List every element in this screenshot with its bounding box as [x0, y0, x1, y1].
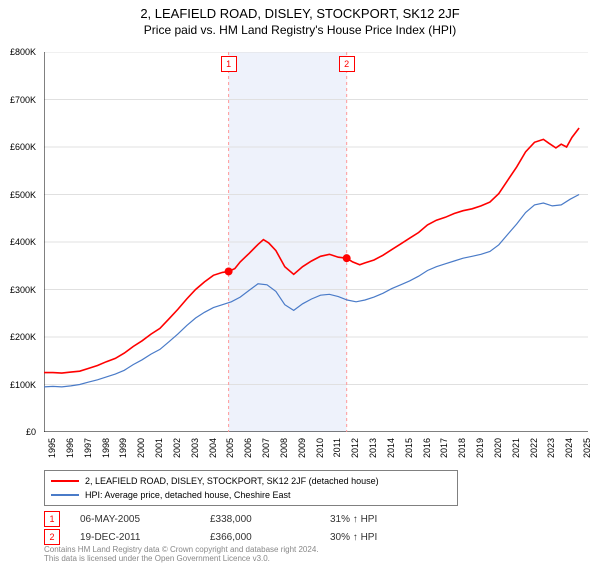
sale-marker-box: 2 [44, 529, 60, 545]
legend-swatch [51, 494, 79, 496]
y-tick-label: £100K [10, 380, 36, 390]
sale-date: 06-MAY-2005 [80, 514, 210, 525]
x-tick-label: 2006 [243, 438, 253, 458]
x-tick-label: 2004 [208, 438, 218, 458]
x-tick-label: 2003 [190, 438, 200, 458]
x-tick-label: 2005 [225, 438, 235, 458]
chart-sale-marker-box: 2 [339, 56, 355, 72]
x-tick-label: 2020 [493, 438, 503, 458]
chart-container: 2, LEAFIELD ROAD, DISLEY, STOCKPORT, SK1… [0, 6, 600, 566]
x-tick-label: 1996 [65, 438, 75, 458]
legend-item: 2, LEAFIELD ROAD, DISLEY, STOCKPORT, SK1… [51, 474, 451, 488]
sale-price: £338,000 [210, 514, 330, 525]
x-tick-label: 2001 [154, 438, 164, 458]
y-tick-label: £800K [10, 47, 36, 57]
x-tick-label: 2010 [315, 438, 325, 458]
y-tick-label: £0 [26, 427, 36, 437]
x-tick-label: 2012 [350, 438, 360, 458]
x-tick-label: 2024 [564, 438, 574, 458]
x-axis: 1995 1996 1997 1998 1999 2000 2001 2002 2003 2004… [44, 436, 588, 472]
sale-pct: 31% ↑ HPI [330, 514, 430, 525]
plot-area: 12 [44, 52, 588, 432]
x-tick-label: 2019 [475, 438, 485, 458]
attribution: Contains HM Land Registry data © Crown c… [44, 546, 319, 564]
y-tick-label: £700K [10, 95, 36, 105]
x-tick-label: 2021 [511, 438, 521, 458]
x-tick-label: 2002 [172, 438, 182, 458]
legend-label: 2, LEAFIELD ROAD, DISLEY, STOCKPORT, SK1… [85, 476, 379, 486]
x-tick-label: 2009 [297, 438, 307, 458]
attribution-line: This data is licensed under the Open Gov… [44, 555, 319, 564]
sale-row: 1 06-MAY-2005 £338,000 31% ↑ HPI [44, 510, 430, 528]
x-tick-label: 2025 [582, 438, 592, 458]
x-tick-label: 2016 [422, 438, 432, 458]
chart-sale-marker-box: 1 [221, 56, 237, 72]
x-tick-label: 2014 [386, 438, 396, 458]
x-tick-label: 2011 [332, 438, 342, 457]
y-tick-label: £500K [10, 190, 36, 200]
x-tick-label: 2007 [261, 438, 271, 458]
y-axis: £0£100K£200K£300K£400K£500K£600K£700K£80… [0, 52, 40, 432]
legend-swatch [51, 480, 79, 482]
y-tick-label: £400K [10, 237, 36, 247]
x-tick-label: 1998 [101, 438, 111, 458]
sale-marker-box: 1 [44, 511, 60, 527]
y-tick-label: £300K [10, 285, 36, 295]
legend-item: HPI: Average price, detached house, Ches… [51, 488, 451, 502]
chart-subtitle: Price paid vs. HM Land Registry's House … [0, 23, 600, 37]
legend: 2, LEAFIELD ROAD, DISLEY, STOCKPORT, SK1… [44, 470, 458, 506]
x-tick-label: 1999 [118, 438, 128, 458]
x-tick-label: 2018 [457, 438, 467, 458]
plot-svg [44, 52, 588, 432]
x-tick-label: 1995 [47, 438, 57, 458]
x-tick-label: 2023 [546, 438, 556, 458]
x-tick-label: 2022 [529, 438, 539, 458]
sale-date: 19-DEC-2011 [80, 532, 210, 543]
sales-table: 1 06-MAY-2005 £338,000 31% ↑ HPI 2 19-DE… [44, 510, 430, 546]
sale-row: 2 19-DEC-2011 £366,000 30% ↑ HPI [44, 528, 430, 546]
x-tick-label: 2015 [404, 438, 414, 458]
y-tick-label: £600K [10, 142, 36, 152]
x-tick-label: 2013 [368, 438, 378, 458]
sale-pct: 30% ↑ HPI [330, 532, 430, 543]
x-tick-label: 2000 [136, 438, 146, 458]
x-tick-label: 2008 [279, 438, 289, 458]
chart-title: 2, LEAFIELD ROAD, DISLEY, STOCKPORT, SK1… [0, 6, 600, 21]
x-tick-label: 1997 [83, 438, 93, 458]
x-tick-label: 2017 [439, 438, 449, 458]
y-tick-label: £200K [10, 332, 36, 342]
legend-label: HPI: Average price, detached house, Ches… [85, 490, 290, 500]
sale-price: £366,000 [210, 532, 330, 543]
